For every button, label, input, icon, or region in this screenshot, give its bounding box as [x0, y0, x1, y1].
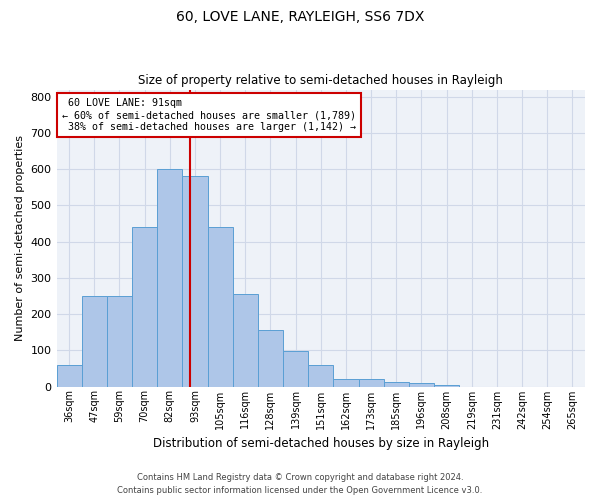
Bar — [107, 296, 132, 386]
Text: 60 LOVE LANE: 91sqm
← 60% of semi-detached houses are smaller (1,789)
 38% of se: 60 LOVE LANE: 91sqm ← 60% of semi-detach… — [62, 98, 356, 132]
Bar — [434, 384, 459, 386]
Bar — [233, 294, 258, 386]
Bar — [383, 382, 409, 386]
Bar — [208, 227, 233, 386]
Bar — [308, 365, 334, 386]
X-axis label: Distribution of semi-detached houses by size in Rayleigh: Distribution of semi-detached houses by … — [153, 437, 489, 450]
Y-axis label: Number of semi-detached properties: Number of semi-detached properties — [15, 135, 25, 341]
Bar — [258, 330, 283, 386]
Bar — [283, 351, 308, 386]
Bar — [359, 378, 383, 386]
Bar — [56, 365, 82, 386]
Text: Contains HM Land Registry data © Crown copyright and database right 2024.
Contai: Contains HM Land Registry data © Crown c… — [118, 474, 482, 495]
Bar — [132, 227, 157, 386]
Text: 60, LOVE LANE, RAYLEIGH, SS6 7DX: 60, LOVE LANE, RAYLEIGH, SS6 7DX — [176, 10, 424, 24]
Bar — [182, 176, 208, 386]
Bar — [409, 383, 434, 386]
Bar — [157, 169, 182, 386]
Bar — [334, 378, 359, 386]
Bar — [82, 296, 107, 386]
Title: Size of property relative to semi-detached houses in Rayleigh: Size of property relative to semi-detach… — [139, 74, 503, 87]
